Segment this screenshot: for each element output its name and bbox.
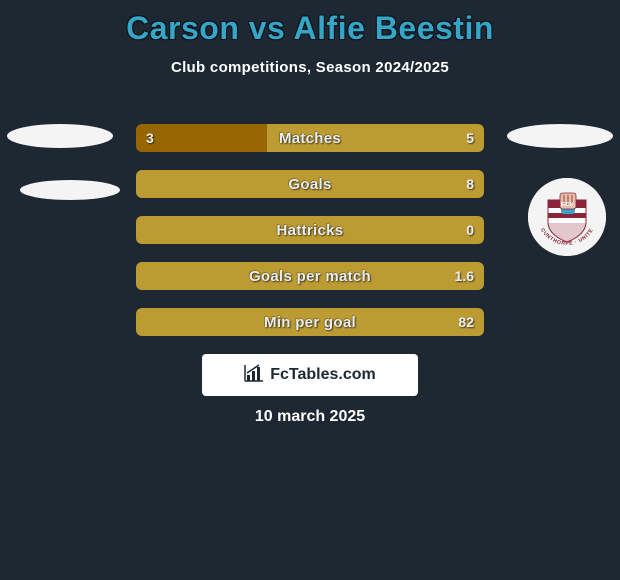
stat-label: Min per goal — [136, 308, 484, 336]
page-title: Carson vs Alfie Beestin — [0, 0, 620, 47]
right-team-badge-1 — [507, 124, 613, 148]
season-subtitle: Club competitions, Season 2024/2025 — [0, 59, 620, 76]
stats-bars: Matches3 5 Goals8 Hattricks0 Goals per match… — [136, 124, 484, 354]
brand-box[interactable]: FcTables.com — [202, 354, 418, 396]
stat-row: Goals8 — [136, 170, 484, 198]
scunthorpe-crest-icon: IRON SCUNTHORPE · UNITED — [528, 178, 606, 256]
stat-label: Goals per match — [136, 262, 484, 290]
stat-row: Matches3 5 — [136, 124, 484, 152]
left-team-badge-1 — [7, 124, 113, 148]
stat-row: Min per goal82 — [136, 308, 484, 336]
date-label: 10 march 2025 — [0, 408, 620, 426]
stat-label: Hattricks — [136, 216, 484, 244]
brand-chart-icon — [244, 364, 264, 387]
stat-value-left: 3 — [146, 124, 154, 152]
left-team-badge-2 — [20, 180, 120, 200]
stat-label: Goals — [136, 170, 484, 198]
svg-text:IRON: IRON — [561, 202, 574, 208]
stat-value-right: 5 — [466, 124, 474, 152]
stat-value-right: 8 — [466, 170, 474, 198]
stat-value-right: 82 — [458, 308, 474, 336]
right-team-badge-2: IRON SCUNTHORPE · UNITED — [528, 178, 606, 256]
stat-value-right: 0 — [466, 216, 474, 244]
stat-label: Matches — [136, 124, 484, 152]
brand-label: FcTables.com — [270, 366, 376, 384]
stat-row: Hattricks0 — [136, 216, 484, 244]
stat-value-right: 1.6 — [455, 262, 474, 290]
svg-text:SCUNTHORPE · UNITED: SCUNTHORPE · UNITED — [528, 178, 595, 247]
stat-row: Goals per match1.6 — [136, 262, 484, 290]
